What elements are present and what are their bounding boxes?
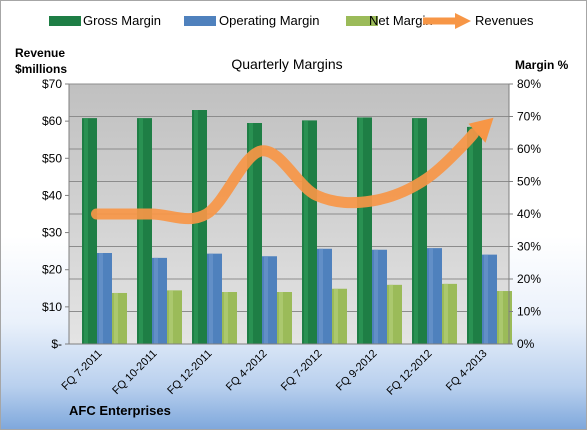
bar-highlight — [374, 249, 378, 344]
bar-highlight — [264, 256, 268, 344]
bar-highlight — [359, 117, 363, 344]
company-name: AFC Enterprises — [69, 403, 171, 418]
bar-highlight — [84, 118, 88, 344]
left-tick-label: $20 — [42, 263, 62, 277]
bar-highlight — [304, 120, 308, 345]
bar-highlight — [444, 283, 448, 344]
legend-label: Net Margin — [369, 13, 433, 28]
bar-highlight — [334, 288, 338, 344]
bar-highlight — [499, 291, 503, 344]
x-tick-label: FQ 12-2011 — [165, 348, 214, 397]
legend-swatch-revenues-arrow — [455, 13, 471, 29]
revenue-arrowhead — [468, 117, 494, 143]
x-tick-label: FQ 7-2012 — [279, 348, 325, 394]
left-tick-label: $- — [51, 337, 62, 351]
bar-highlight — [469, 126, 473, 345]
bar-highlight — [209, 253, 213, 344]
right-tick-label: 80% — [517, 77, 541, 91]
right-tick-label: 30% — [517, 240, 541, 254]
left-tick-label: $60 — [42, 114, 62, 128]
bar-highlight — [154, 257, 158, 344]
right-tick-label: 70% — [517, 110, 541, 124]
legend-label: Gross Margin — [83, 13, 161, 28]
right-tick-label: 20% — [517, 272, 541, 286]
left-tick-label: $30 — [42, 226, 62, 240]
bar-highlight — [389, 284, 393, 344]
left-tick-label: $70 — [42, 77, 62, 91]
bar-highlight — [224, 292, 228, 344]
left-tick-label: $40 — [42, 188, 62, 202]
x-tick-label: FQ 4-2012 — [224, 348, 270, 394]
left-tick-label: $50 — [42, 151, 62, 165]
right-tick-label: 60% — [517, 142, 541, 156]
right-tick-label: 10% — [517, 305, 541, 319]
chart-title: Quarterly Margins — [231, 56, 342, 72]
legend-label: Operating Margin — [219, 13, 319, 28]
bar-highlight — [319, 248, 323, 344]
bar-highlight — [249, 123, 253, 344]
legend-label: Revenues — [475, 13, 534, 28]
bar-highlight — [194, 110, 198, 344]
bar-highlight — [114, 292, 118, 344]
legend-swatch-gross-margin — [49, 16, 81, 26]
right-tick-label: 0% — [517, 337, 535, 351]
left-tick-label: $10 — [42, 300, 62, 314]
x-tick-label: FQ 10-2011 — [110, 348, 159, 397]
x-tick-label: FQ 9-2012 — [334, 348, 380, 394]
legend: Gross Margin Operating Margin Net Margin Re… — [49, 13, 534, 29]
bar-highlight — [279, 292, 283, 344]
legend-swatch-operating-margin — [184, 16, 216, 26]
x-tick-label: FQ 7-2011 — [60, 348, 105, 393]
revenue-line-group — [91, 117, 494, 225]
right-tick-label: 40% — [517, 207, 541, 221]
bars-group — [82, 110, 512, 345]
right-tick-label: 50% — [517, 175, 541, 189]
x-tick-label: FQ 4-2013 — [444, 348, 490, 394]
bar-highlight — [169, 290, 173, 344]
bar-highlight — [99, 253, 103, 344]
bar-highlight — [484, 254, 488, 344]
left-axis-label-line2: $millions — [15, 62, 67, 76]
left-axis-label-line1: Revenue — [15, 46, 65, 60]
revenue-line — [91, 128, 479, 225]
bar-highlight — [139, 118, 143, 344]
bar-highlight — [429, 248, 433, 344]
legend-swatch-net-margin — [346, 16, 378, 26]
right-axis-label: Margin % — [515, 58, 569, 72]
x-tick-label: FQ 12-2012 — [385, 348, 435, 398]
bar-highlight — [414, 118, 418, 344]
